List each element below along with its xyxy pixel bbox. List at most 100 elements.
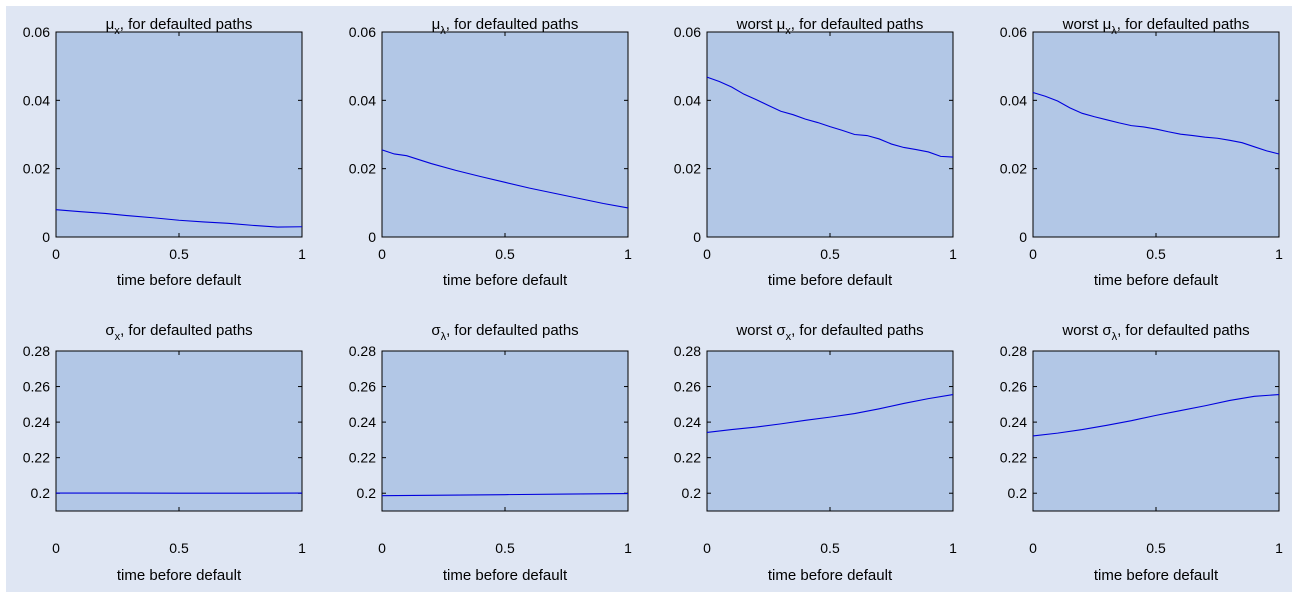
title-symbol: σ [105, 322, 115, 339]
y-tick-label: 0 [42, 229, 50, 245]
y-tick-label: 0.22 [674, 450, 701, 466]
chart-title: worst σx, for defaulted paths [735, 322, 923, 343]
x-tick-label: 1 [1275, 246, 1283, 262]
title-symbol: σ [431, 322, 441, 339]
axes-box [706, 350, 954, 512]
title-suffix: , for defaulted paths [120, 322, 253, 339]
chart-title: worst μλ, for defaulted paths [1062, 16, 1250, 37]
y-tick-label: 0.04 [23, 92, 50, 108]
figure-panel: μx, for defaulted paths 0 0.02 0.04 0.06 0 0.5… [6, 6, 1292, 592]
title-symbol: μ [777, 16, 786, 33]
title-suffix: , for defaulted paths [120, 16, 253, 33]
y-tick-label: 0.28 [1000, 343, 1027, 359]
x-tick-label: 0 [703, 540, 711, 556]
y-tick-label: 0.02 [349, 161, 376, 177]
x-axis-label: time before default [1094, 567, 1219, 584]
series-line-1 [706, 394, 954, 433]
x-axis-label: time before default [117, 272, 242, 289]
subplot-3: worst μx, for defaulted paths 0 0.02 0.04 0.… [674, 16, 957, 289]
x-axis-label: time before default [117, 567, 242, 584]
y-tick-label: 0.24 [349, 414, 376, 430]
y-tick-label: 0.06 [23, 24, 50, 40]
y-tick-label: 0 [1019, 229, 1027, 245]
title-subscript: λ [440, 25, 446, 37]
y-tick-label: 0.2 [31, 485, 51, 501]
title-subscript: x [114, 25, 120, 37]
subplot-7: worst σx, for defaulted paths 0.2 0.22 0.24… [674, 322, 957, 584]
y-tick-label: 0.26 [1000, 379, 1027, 395]
title-suffix: , for defaulted paths [446, 322, 579, 339]
chart-title: σx, for defaulted paths [105, 322, 252, 343]
series-line-1 [381, 149, 629, 209]
y-tick-label: 0.28 [23, 343, 50, 359]
x-tick-label: 0 [52, 540, 60, 556]
x-tick-label: 0 [378, 540, 386, 556]
title-symbol: σ [1102, 322, 1112, 339]
y-tick-label: 0.02 [674, 161, 701, 177]
x-tick-label: 0.5 [820, 540, 840, 556]
y-tick-label: 0.28 [349, 343, 376, 359]
title-suffix: , for defaulted paths [791, 16, 924, 33]
y-tick-label: 0.2 [1008, 485, 1028, 501]
y-tick-label: 0.04 [674, 92, 701, 108]
y-tick-label: 0.28 [674, 343, 701, 359]
title-symbol: σ [776, 322, 786, 339]
x-tick-label: 0.5 [1146, 540, 1166, 556]
x-tick-label: 0.5 [169, 540, 189, 556]
subplot-2: μλ, for defaulted paths 0 0.02 0.04 0.06 0 0.5… [349, 16, 632, 289]
x-tick-label: 1 [949, 246, 957, 262]
x-tick-label: 1 [298, 246, 306, 262]
title-suffix: , for defaulted paths [791, 322, 924, 339]
title-suffix: , for defaulted paths [446, 16, 579, 33]
x-tick-label: 0.5 [820, 246, 840, 262]
y-tick-label: 0.2 [682, 485, 702, 501]
y-tick-label: 0 [693, 229, 701, 245]
y-tick-label: 0.24 [23, 414, 50, 430]
title-symbol: μ [1103, 16, 1112, 33]
title-subscript: λ [1111, 25, 1117, 37]
chart-title: σλ, for defaulted paths [431, 322, 578, 343]
y-tick-label: 0.06 [674, 24, 701, 40]
x-axis-label: time before default [768, 567, 893, 584]
chart-title: μx, for defaulted paths [106, 16, 253, 37]
y-tick-label: 0.04 [349, 92, 376, 108]
x-tick-label: 1 [1275, 540, 1283, 556]
y-tick-label: 0.26 [349, 379, 376, 395]
title-subscript: x [786, 331, 792, 343]
y-tick-label: 0.06 [349, 24, 376, 40]
title-prefix: worst [1062, 16, 1103, 33]
title-symbol: μ [432, 16, 441, 33]
title-prefix: worst [736, 16, 777, 33]
x-tick-label: 1 [624, 540, 632, 556]
axes-box [55, 31, 303, 238]
x-tick-label: 0 [703, 246, 711, 262]
title-prefix: worst [1061, 322, 1102, 339]
subplot-8: worst σλ, for defaulted paths 0.2 0.22 0.24… [1000, 322, 1283, 584]
title-subscript: x [115, 331, 121, 343]
y-tick-label: 0.06 [1000, 24, 1027, 40]
title-suffix: , for defaulted paths [1117, 322, 1250, 339]
x-tick-label: 0 [1029, 246, 1037, 262]
subplot-1: μx, for defaulted paths 0 0.02 0.04 0.06 0 0.5… [23, 16, 306, 289]
axes-box [1032, 31, 1280, 238]
y-tick-label: 0.02 [23, 161, 50, 177]
axes-box [381, 31, 629, 238]
title-subscript: λ [1112, 331, 1118, 343]
x-tick-label: 0 [52, 246, 60, 262]
title-prefix: worst [735, 322, 776, 339]
y-tick-label: 0.04 [1000, 92, 1027, 108]
chart-title: worst μx, for defaulted paths [736, 16, 924, 37]
y-tick-label: 0.2 [357, 485, 377, 501]
subplot-4: worst μλ, for defaulted paths 0 0.02 0.04 0.… [1000, 16, 1283, 289]
title-symbol: μ [106, 16, 115, 33]
y-tick-label: 0.26 [23, 379, 50, 395]
axes-box [706, 31, 954, 238]
axes-box [381, 350, 629, 512]
series-line-1 [706, 76, 954, 158]
x-tick-label: 0.5 [1146, 246, 1166, 262]
y-tick-label: 0.22 [23, 450, 50, 466]
y-tick-label: 0.24 [1000, 414, 1027, 430]
title-suffix: , for defaulted paths [1117, 16, 1250, 33]
x-axis-label: time before default [1094, 272, 1219, 289]
